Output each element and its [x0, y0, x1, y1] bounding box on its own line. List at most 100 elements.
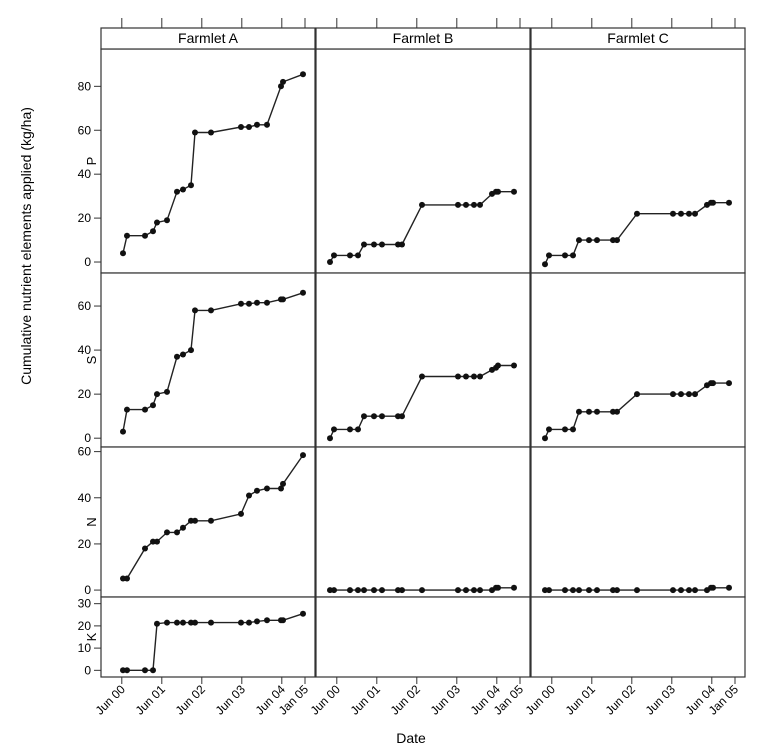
- point-p-farmlet-b-10: [455, 201, 461, 208]
- point-n-farmlet-c-9: [634, 587, 640, 594]
- point-s-farmlet-b-8: [399, 413, 405, 420]
- panel-k-farmlet-b: [315, 596, 531, 678]
- point-s-farmlet-c-12: [686, 391, 692, 398]
- point-k-farmlet-a-4: [154, 620, 160, 627]
- point-n-farmlet-c-5: [586, 587, 592, 594]
- point-p-farmlet-a-6: [174, 188, 180, 195]
- point-s-farmlet-a-3: [150, 402, 156, 409]
- point-s-farmlet-c-9: [634, 391, 640, 398]
- point-s-farmlet-a-8: [188, 347, 194, 354]
- point-p-farmlet-a-9: [192, 129, 198, 136]
- point-n-farmlet-b-2: [347, 587, 353, 594]
- point-s-farmlet-a-2: [142, 406, 148, 413]
- point-n-farmlet-a-13: [254, 487, 260, 494]
- point-s-farmlet-a-12: [246, 300, 252, 307]
- point-p-farmlet-c-2: [562, 252, 568, 259]
- panel-p-farmlet-b: [315, 48, 531, 274]
- point-s-farmlet-c-11: [678, 391, 684, 398]
- point-k-farmlet-a-13: [254, 618, 260, 625]
- point-s-farmlet-c-3: [570, 426, 576, 433]
- point-p-farmlet-a-13: [254, 121, 260, 128]
- point-s-farmlet-b-13: [477, 373, 483, 380]
- point-n-farmlet-a-6: [174, 529, 180, 536]
- y-tick-label-k-0: 0: [84, 663, 91, 677]
- point-p-farmlet-c-8: [614, 237, 620, 244]
- point-k-farmlet-a-10: [208, 619, 214, 626]
- y-axis-title: Cumulative nutrient elements applied (kg…: [18, 107, 34, 385]
- strip-label-farmlet-c: Farmlet C: [607, 30, 668, 46]
- point-p-farmlet-c-16: [710, 199, 716, 206]
- x-tick-label-farmlet-b-1: Jun 01: [348, 682, 384, 718]
- y-tick-label-k-20: 20: [78, 619, 92, 633]
- point-s-farmlet-b-1: [331, 426, 337, 433]
- point-s-farmlet-c-16: [710, 380, 716, 387]
- y-tick-label-s-0: 0: [84, 431, 91, 445]
- point-p-farmlet-a-17: [300, 71, 306, 78]
- point-s-farmlet-b-2: [347, 426, 353, 433]
- point-s-farmlet-b-10: [455, 373, 461, 380]
- point-n-farmlet-a-10: [208, 517, 214, 524]
- point-n-farmlet-a-16: [280, 480, 286, 487]
- point-p-farmlet-a-12: [246, 124, 252, 130]
- y-tick-label-p-80: 80: [78, 79, 92, 93]
- panel-n-farmlet-a: [100, 446, 316, 598]
- y-tick-label-k-30: 30: [78, 597, 92, 611]
- panel-s-farmlet-a: [100, 272, 316, 448]
- y-tick-label-p-20: 20: [78, 211, 92, 225]
- point-n-farmlet-a-5: [164, 529, 170, 536]
- point-s-farmlet-b-6: [379, 413, 385, 420]
- point-s-farmlet-a-1: [124, 406, 130, 413]
- point-p-farmlet-c-12: [686, 210, 692, 217]
- panel-s-farmlet-b: [315, 272, 531, 448]
- point-n-farmlet-b-4: [361, 587, 367, 594]
- point-p-farmlet-b-1: [331, 252, 337, 259]
- point-s-farmlet-c-2: [562, 426, 568, 433]
- point-p-farmlet-c-9: [634, 210, 640, 217]
- point-k-farmlet-a-2: [142, 667, 148, 674]
- y-tick-label-s-40: 40: [78, 343, 92, 357]
- strip-label-farmlet-a: Farmlet A: [178, 30, 239, 46]
- point-n-farmlet-b-1: [331, 587, 337, 594]
- point-p-farmlet-c-0: [542, 261, 548, 268]
- y-tick-label-p-40: 40: [78, 167, 92, 181]
- point-p-farmlet-b-11: [463, 201, 469, 208]
- x-tick-label-farmlet-c-3: Jun 03: [643, 682, 679, 718]
- row-label-s: S: [84, 355, 99, 364]
- point-p-farmlet-b-0: [327, 259, 333, 265]
- panel-p-farmlet-c: [530, 48, 746, 274]
- point-s-farmlet-a-14: [264, 299, 270, 306]
- point-p-farmlet-b-16: [495, 188, 501, 195]
- point-s-farmlet-a-17: [300, 289, 306, 296]
- point-s-farmlet-c-6: [594, 408, 600, 415]
- y-tick-label-n-40: 40: [78, 491, 92, 505]
- point-p-farmlet-a-14: [264, 121, 270, 128]
- point-p-farmlet-c-3: [570, 252, 576, 259]
- point-n-farmlet-c-8: [614, 587, 620, 594]
- point-n-farmlet-c-16: [710, 584, 716, 591]
- x-tick-label-farmlet-c-0: Jun 00: [523, 682, 559, 718]
- strips-layer: Farmlet A Farmlet B Farmlet C: [100, 27, 746, 50]
- strip-farmlet-c: [530, 27, 746, 50]
- point-p-farmlet-a-3: [150, 228, 156, 235]
- point-p-farmlet-a-11: [238, 124, 244, 130]
- point-p-farmlet-b-4: [361, 241, 367, 248]
- point-n-farmlet-b-10: [455, 587, 461, 594]
- point-p-farmlet-b-5: [371, 241, 377, 248]
- point-k-farmlet-a-6: [174, 619, 180, 626]
- point-s-farmlet-b-17: [511, 362, 517, 369]
- point-p-farmlet-a-1: [124, 232, 130, 239]
- point-n-farmlet-b-17: [511, 584, 517, 591]
- point-s-farmlet-a-7: [180, 351, 186, 358]
- point-s-farmlet-c-0: [542, 435, 548, 442]
- point-n-farmlet-c-11: [678, 587, 684, 594]
- point-s-farmlet-b-12: [471, 373, 477, 380]
- point-p-farmlet-b-12: [471, 201, 477, 208]
- point-k-farmlet-a-11: [238, 619, 244, 626]
- point-s-farmlet-a-16: [280, 296, 286, 303]
- y-tick-label-s-20: 20: [78, 387, 92, 401]
- point-p-farmlet-a-16: [280, 78, 286, 85]
- point-s-farmlet-b-9: [419, 373, 425, 380]
- point-n-farmlet-a-9: [192, 517, 198, 524]
- point-p-farmlet-b-8: [399, 241, 405, 248]
